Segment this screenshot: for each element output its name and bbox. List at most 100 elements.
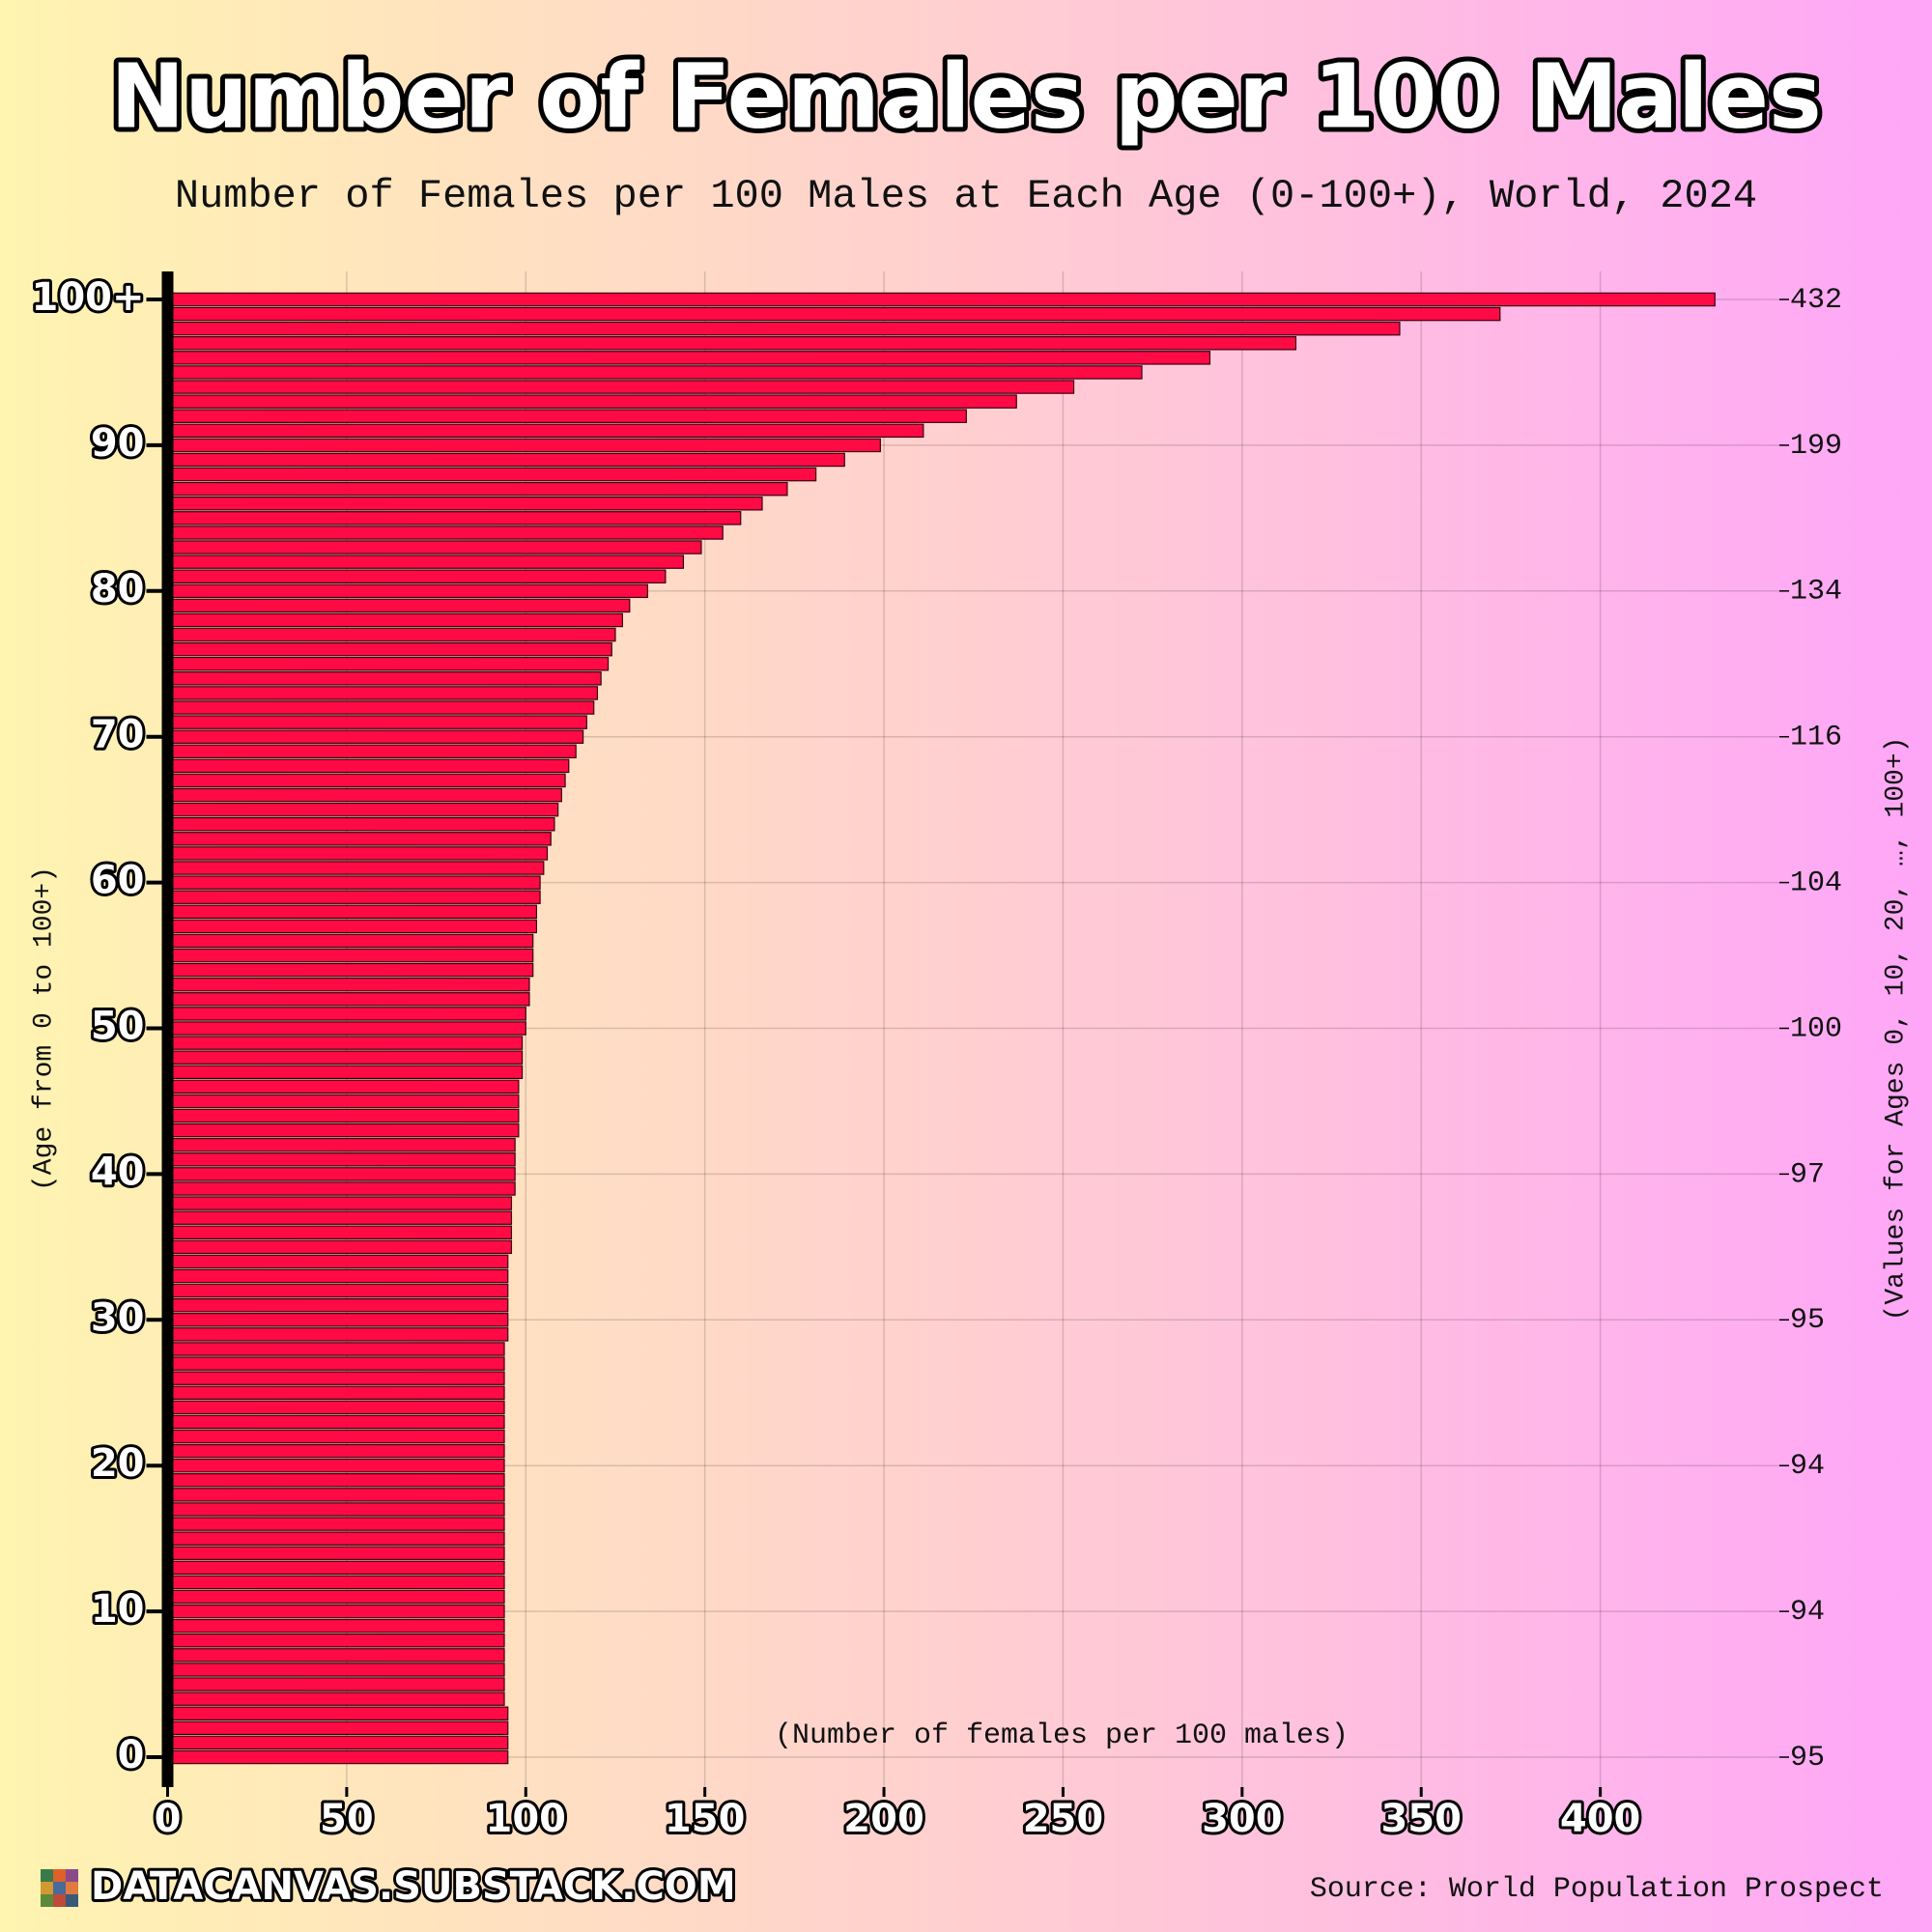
bar (166, 511, 742, 526)
bar (166, 700, 595, 715)
bar (166, 1210, 513, 1225)
y-axis-line (161, 271, 174, 1787)
bar (166, 802, 559, 817)
y-tick-label: 40 (91, 1150, 145, 1194)
bar (166, 1313, 509, 1327)
x-tick-label: 150 (665, 1797, 746, 1841)
bar (166, 1488, 505, 1502)
bar (166, 409, 967, 423)
bar (166, 1706, 509, 1720)
value-label: 95 (1790, 1304, 1825, 1337)
bar (166, 1094, 520, 1109)
bar (166, 1458, 505, 1473)
bar (166, 1268, 509, 1284)
bar (166, 1531, 505, 1546)
bar (166, 861, 545, 875)
bar (166, 1108, 520, 1123)
bar (166, 933, 534, 949)
x-tick-label: 0 (155, 1797, 182, 1841)
bar (166, 1414, 505, 1430)
bar (166, 583, 648, 599)
bar (166, 787, 562, 803)
bar (166, 817, 555, 832)
bar (166, 423, 924, 439)
bar (166, 1254, 509, 1269)
bar (166, 686, 599, 700)
bar (166, 1297, 509, 1313)
bar (166, 1371, 505, 1385)
value-label: 94 (1790, 1596, 1825, 1629)
bar (166, 671, 602, 686)
bar (166, 758, 570, 774)
x-tick-label: 250 (1023, 1797, 1104, 1841)
brand-logo (41, 1869, 78, 1907)
bar (166, 540, 702, 554)
bar (166, 612, 623, 628)
bar (166, 904, 538, 920)
bar (166, 1589, 505, 1605)
bar (166, 1604, 505, 1619)
bar (166, 1473, 505, 1488)
bar (166, 1648, 505, 1662)
bar (166, 846, 549, 861)
bar (166, 1749, 509, 1765)
y-tick-label: 60 (91, 859, 145, 903)
bar (166, 977, 530, 992)
bar (166, 1065, 524, 1080)
bar (166, 1546, 505, 1560)
value-label: 94 (1790, 1450, 1825, 1483)
value-label: 97 (1790, 1158, 1825, 1191)
bar (166, 627, 616, 642)
bar (166, 962, 534, 978)
x-tick-label: 350 (1380, 1797, 1462, 1841)
bar (166, 467, 817, 482)
y-axis-label: (Age from 0 to 100+) (29, 867, 59, 1191)
y-tick-label: 20 (91, 1441, 145, 1486)
chart-title: Number of Females per 100 Males (110, 44, 1822, 148)
x-tick-label: 200 (843, 1797, 924, 1841)
bar (166, 729, 584, 744)
bar (166, 1167, 516, 1181)
bar (166, 336, 1297, 351)
right-axis-label: (Values for Ages 0, 10, 20, …, 100+) (1881, 737, 1911, 1321)
bar (166, 481, 788, 497)
y-tick-label: 90 (91, 421, 145, 466)
bar (166, 1036, 524, 1050)
bar (166, 321, 1401, 336)
bar (166, 1443, 505, 1459)
bar (166, 1356, 505, 1371)
bar (166, 365, 1143, 380)
bar (166, 526, 724, 540)
bar (166, 919, 538, 934)
bar (166, 1429, 505, 1444)
bar (166, 1691, 505, 1706)
bar (166, 1021, 526, 1036)
bar (166, 1225, 513, 1239)
bar (166, 394, 1017, 409)
x-axis-label: (Number of females per 100 males) (775, 1719, 1349, 1752)
bar (166, 1122, 520, 1138)
y-tick-label: 70 (91, 713, 145, 757)
bar (166, 438, 881, 453)
bar (166, 1575, 505, 1590)
bar (166, 1720, 509, 1736)
value-label: 104 (1790, 867, 1842, 900)
value-label: 116 (1790, 722, 1842, 754)
y-tick-label: 10 (91, 1587, 145, 1632)
bar (166, 1517, 505, 1531)
bar (166, 306, 1501, 322)
bar (166, 1239, 513, 1255)
y-tick-label: 0 (118, 1733, 145, 1777)
value-label: 134 (1790, 576, 1842, 609)
bar (166, 1196, 513, 1210)
bar (166, 1007, 526, 1021)
brand: DATACANVAS.SUBSTACK.COM (91, 1864, 736, 1909)
bar (166, 1342, 505, 1356)
bar (166, 744, 577, 759)
bar (166, 1152, 516, 1167)
bar (166, 641, 612, 657)
bar (166, 890, 541, 904)
bar (166, 832, 552, 846)
bar (166, 380, 1075, 394)
bar (166, 992, 530, 1007)
